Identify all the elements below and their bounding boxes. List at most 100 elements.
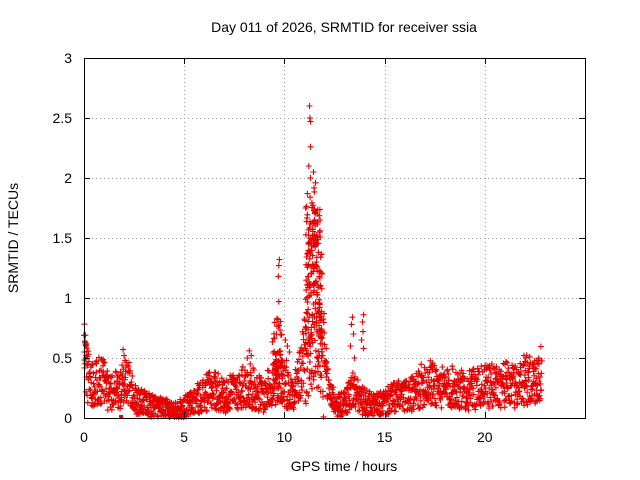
data-point <box>234 406 241 413</box>
data-point <box>311 207 318 214</box>
data-point <box>436 382 443 389</box>
grid-layer <box>84 58 585 418</box>
data-point <box>304 310 311 317</box>
data-point <box>270 350 277 356</box>
data-point <box>120 346 127 353</box>
data-point <box>269 395 276 402</box>
data-point <box>520 361 527 368</box>
data-point <box>275 394 282 401</box>
data-point <box>493 363 500 370</box>
data-point <box>345 391 352 398</box>
data-point <box>203 407 210 414</box>
data-point <box>96 383 103 390</box>
data-point <box>97 394 104 401</box>
data-point <box>312 179 319 186</box>
data-point <box>197 393 204 400</box>
data-point <box>193 400 200 407</box>
data-point <box>531 365 538 371</box>
data-point <box>245 391 252 398</box>
data-point <box>503 358 509 365</box>
data-point <box>231 396 238 403</box>
data-point <box>481 394 488 400</box>
data-point <box>99 387 105 394</box>
data-point <box>511 404 518 411</box>
data-point <box>308 381 314 388</box>
data-point <box>446 377 452 384</box>
data-point <box>377 412 383 419</box>
data-point <box>492 384 499 391</box>
data-point <box>275 323 282 330</box>
data-point <box>319 340 326 347</box>
data-point <box>296 356 302 363</box>
outlier-point <box>119 415 124 419</box>
x-tick-labels: 0 5 10 15 20 <box>80 429 493 445</box>
x-tick-label: 5 <box>180 429 188 445</box>
data-point <box>203 408 210 415</box>
data-point <box>523 382 530 389</box>
data-point <box>429 367 436 373</box>
data-point <box>337 395 344 401</box>
data-point <box>318 270 325 277</box>
data-point <box>301 366 307 373</box>
data-point <box>198 408 205 415</box>
data-point <box>508 392 515 399</box>
data-point <box>244 355 251 361</box>
data-point <box>215 370 222 377</box>
data-point <box>307 175 314 181</box>
data-point <box>442 373 449 380</box>
data-point <box>119 371 126 378</box>
data-point <box>305 239 312 246</box>
data-point <box>392 408 399 415</box>
data-point <box>305 163 312 169</box>
data-point <box>319 346 326 353</box>
data-point <box>312 369 319 376</box>
data-point <box>174 400 181 407</box>
data-point <box>325 377 332 383</box>
data-point <box>239 363 246 370</box>
data-point <box>439 364 446 370</box>
data-point <box>315 384 322 391</box>
data-point <box>148 392 155 399</box>
data-point <box>484 390 491 397</box>
data-point <box>383 398 390 405</box>
data-point <box>504 359 511 366</box>
data-point <box>324 370 331 377</box>
y-tick-label: 2.5 <box>53 110 73 126</box>
data-point <box>208 385 215 392</box>
data-point <box>308 270 315 277</box>
data-point <box>303 218 310 225</box>
data-point <box>115 372 122 379</box>
data-point <box>84 399 91 406</box>
data-point <box>314 282 321 289</box>
data-point <box>276 380 283 387</box>
data-point <box>360 328 366 335</box>
data-point <box>290 383 297 390</box>
data-point <box>428 401 434 408</box>
data-point <box>90 370 97 377</box>
data-point <box>219 394 226 401</box>
data-point <box>360 345 367 352</box>
data-point <box>518 368 524 375</box>
data-point <box>312 279 319 286</box>
data-point <box>323 345 330 352</box>
data-point <box>141 402 148 409</box>
data-point <box>108 406 115 413</box>
data-point <box>444 366 451 373</box>
data-points <box>81 103 545 421</box>
data-point <box>304 366 311 373</box>
data-point <box>268 402 275 409</box>
data-point <box>430 386 437 393</box>
data-point <box>82 388 89 395</box>
data-point <box>532 398 539 405</box>
data-point <box>467 395 474 402</box>
data-point <box>290 406 297 413</box>
data-point <box>323 367 330 373</box>
data-point <box>251 367 257 373</box>
data-point <box>276 373 283 380</box>
data-point <box>269 387 276 394</box>
data-point <box>312 244 319 250</box>
data-point <box>297 365 304 371</box>
data-point <box>187 410 194 417</box>
data-point <box>312 222 319 229</box>
data-point <box>377 403 384 410</box>
